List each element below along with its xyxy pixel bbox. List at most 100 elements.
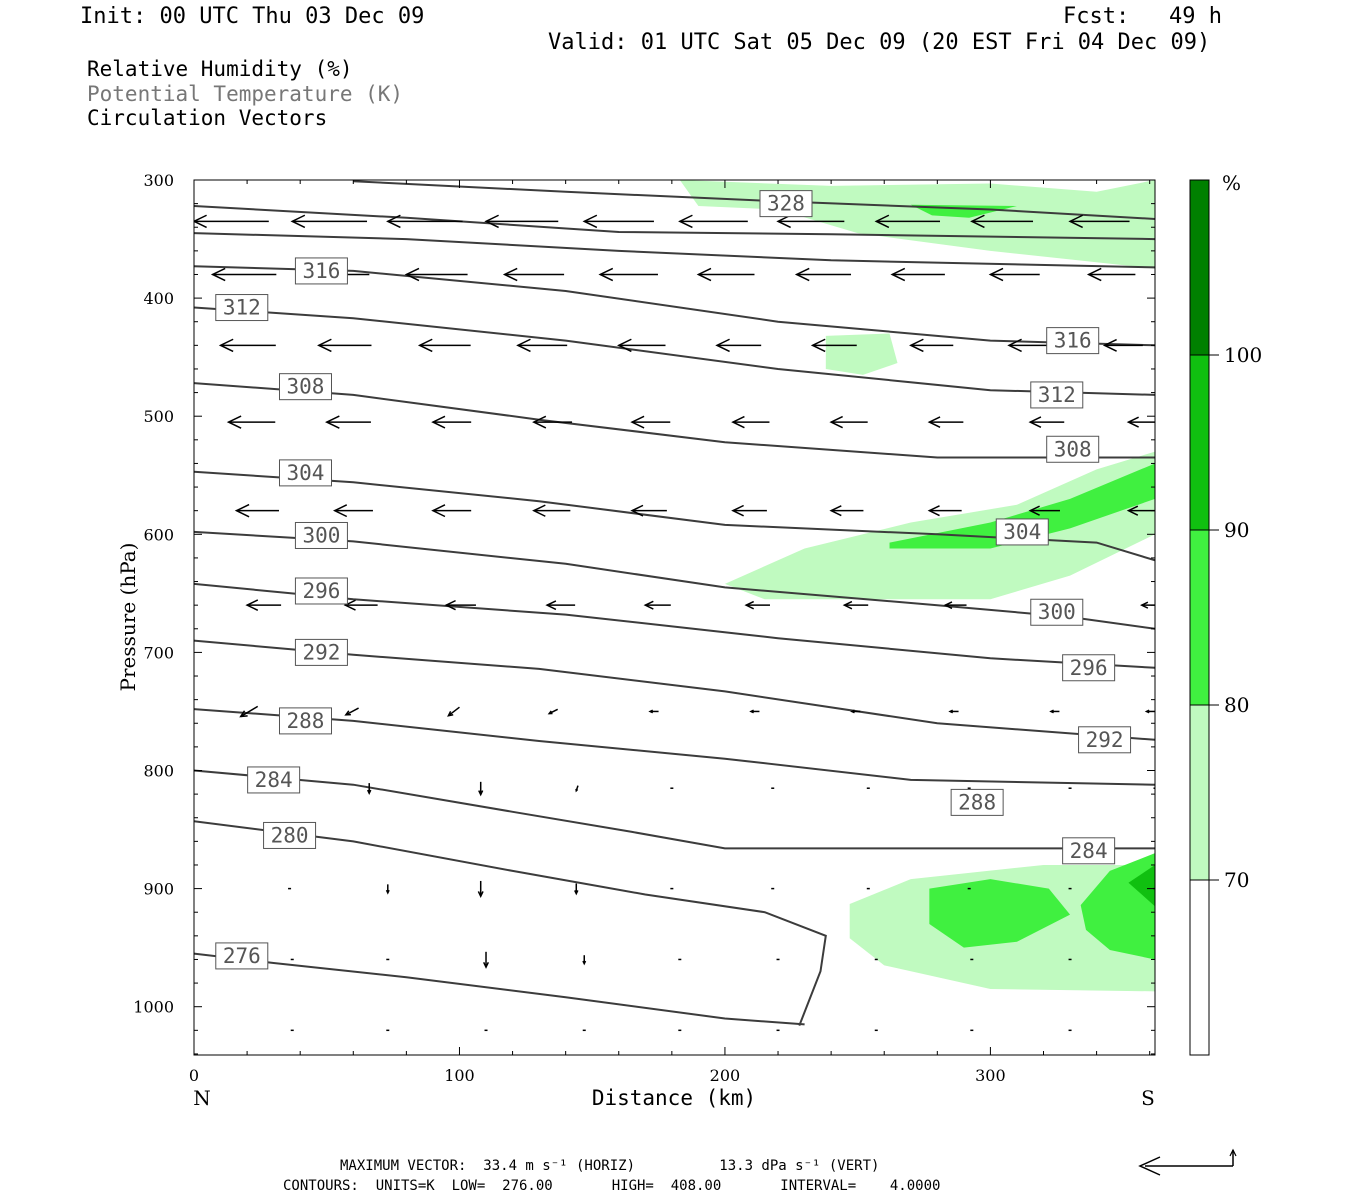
circulation-vector	[532, 415, 573, 429]
vector-head	[731, 415, 745, 429]
rh-region-70-0	[679, 180, 1155, 269]
vector-head	[1049, 709, 1054, 714]
contour-label-box	[278, 459, 332, 487]
contour-label-304: 304	[1003, 520, 1041, 544]
contour-label-box	[278, 707, 332, 735]
vector-head	[988, 267, 1004, 282]
circulation-vector	[829, 415, 868, 429]
circulation-vector	[1068, 214, 1130, 229]
circulation-vector	[909, 338, 954, 353]
maximum-vector-note: MAXIMUM VECTOR: 33.4 m s⁻¹ (HORIZ) 13.3 …	[340, 1158, 880, 1174]
vector-head	[547, 710, 553, 715]
x-tick-label-200: 200	[710, 1066, 741, 1085]
vector-head	[715, 338, 730, 353]
legend-circulation-vectors: Circulation Vectors	[87, 106, 328, 130]
circulation-vector	[678, 214, 748, 229]
theta-contour-284	[194, 769, 1155, 850]
circulation-vector	[1144, 709, 1155, 714]
colorbar-label-70: 70	[1224, 868, 1249, 892]
vector-head	[1007, 338, 1022, 353]
vector-head	[484, 214, 499, 229]
vector-shaft	[345, 707, 359, 716]
vector-head	[1068, 214, 1083, 229]
contour-label-box	[1046, 327, 1100, 355]
vector-head	[943, 601, 953, 610]
circulation-vector	[927, 505, 962, 517]
circulation-vector	[385, 884, 390, 895]
circulation-vector	[344, 707, 359, 716]
colorbar-label-80: 80	[1224, 693, 1249, 717]
vector-head	[1140, 601, 1149, 609]
circulation-vector	[970, 214, 1034, 229]
vector-head	[210, 267, 226, 282]
circulation-vector	[332, 504, 373, 518]
circulation-vector	[850, 709, 861, 714]
contour-label-288: 288	[958, 790, 996, 814]
theta-contour-304	[194, 470, 1155, 562]
theta-contour-312	[194, 306, 1155, 396]
y-tick-label-700: 700	[143, 643, 174, 662]
contour-label-box	[294, 638, 348, 666]
contour-label-280: 280	[271, 823, 309, 847]
x-right-direction: S	[1141, 1086, 1155, 1110]
vector-head	[749, 709, 754, 714]
vector-head	[810, 338, 826, 353]
contour-label-304: 304	[287, 461, 325, 485]
circulation-vector	[431, 415, 472, 429]
vector-head	[1126, 416, 1139, 428]
vector-head	[290, 214, 306, 229]
humidity-shading	[679, 180, 1155, 992]
y-tick-label-900: 900	[143, 880, 174, 899]
contour-label-284: 284	[1070, 839, 1108, 863]
vector-head	[532, 415, 547, 429]
contour-label-box	[759, 190, 813, 218]
theta-contour-320	[194, 232, 1155, 269]
vector-head	[731, 504, 744, 517]
vector-head	[696, 267, 712, 282]
circulation-vector	[325, 415, 371, 429]
vector-head	[574, 890, 579, 896]
contour-labels: 328 316 312 316 308 312 308 304 304 300 296 300 292 2…	[215, 190, 1132, 970]
circulation-vector	[194, 214, 269, 229]
circulation-vector	[890, 267, 945, 282]
vector-head	[477, 891, 484, 898]
contour-label-292: 292	[302, 640, 340, 664]
vector-shaft	[240, 705, 259, 718]
vector-head	[630, 415, 645, 429]
vector-head	[343, 599, 356, 611]
circulation-vector	[1049, 709, 1060, 714]
vector-head	[575, 788, 579, 793]
forecast-hour: Fcst: 49 h	[1063, 4, 1222, 29]
vector-head	[532, 504, 546, 517]
colorbar-frame	[1189, 179, 1210, 1056]
contour-label-box	[263, 821, 317, 849]
contour-label-box	[294, 257, 348, 285]
colorbar-segment	[1190, 180, 1209, 355]
circulation-vector	[210, 267, 277, 282]
circulation-vector	[447, 706, 460, 717]
vector-head	[545, 600, 557, 611]
contour-label-box	[1078, 726, 1132, 754]
vector-head	[829, 415, 843, 429]
init-time: Init: 00 UTC Thu 03 Dec 09	[80, 4, 425, 29]
circulation-vector	[404, 267, 468, 282]
y-tick-label-600: 600	[143, 525, 174, 544]
colorbar-segment	[1190, 880, 1209, 1055]
contour-label-284: 284	[255, 768, 293, 792]
theta-contour-324	[194, 205, 1155, 241]
x-tick-label-300: 300	[975, 1066, 1006, 1085]
circulation-vector	[988, 267, 1040, 282]
vector-head	[516, 338, 531, 353]
circulation-vector	[943, 601, 967, 610]
circulation-vector	[927, 416, 964, 428]
contour-label-box	[1062, 654, 1116, 682]
vector-head	[842, 600, 853, 610]
valid-time: Valid: 01 UTC Sat 05 Dec 09 (20 EST Fri …	[548, 30, 1211, 55]
circulation-vector	[1126, 416, 1155, 428]
circulation-vector	[1028, 505, 1060, 516]
contour-label-box	[215, 294, 269, 322]
circulation-vector	[810, 338, 857, 353]
vector-head	[598, 267, 614, 282]
circulation-vector	[477, 880, 484, 898]
rh-region-70-2	[724, 451, 1155, 600]
